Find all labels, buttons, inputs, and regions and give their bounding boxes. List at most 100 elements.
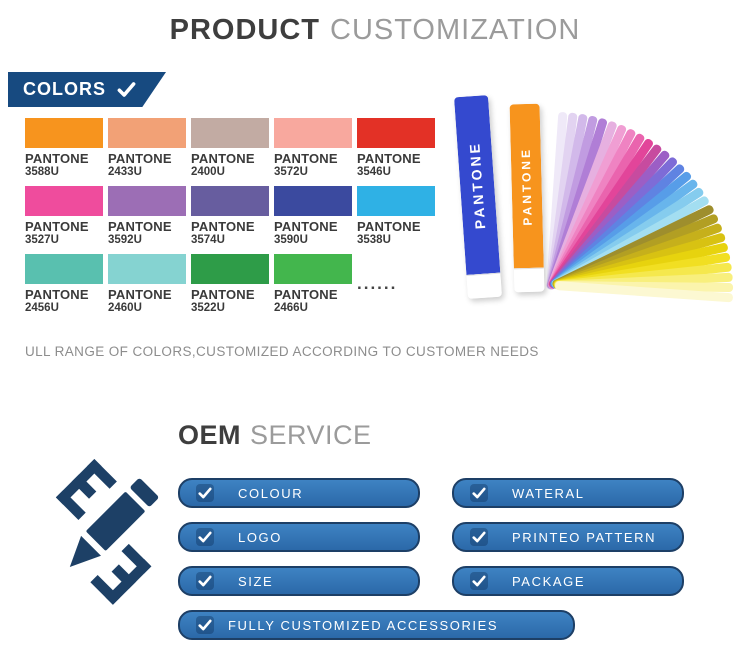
fan-spine-blue-pages (466, 272, 503, 299)
pencil-logo (20, 458, 170, 628)
oem-title-light: SERVICE (250, 420, 372, 450)
colors-caption: ULL RANGE OF COLORS,CUSTOMIZED ACCORDING… (25, 344, 539, 359)
pantone-swatch: PANTONE 3590U (274, 186, 352, 246)
pantone-label: PANTONE (357, 151, 421, 166)
pantone-swatch: PANTONE 2400U (191, 118, 269, 178)
color-chip (108, 118, 186, 148)
pantone-swatch: PANTONE 2433U (108, 118, 186, 178)
pantone-swatch: PANTONE 3522U (191, 254, 269, 314)
option-button-label: PACKAGE (512, 573, 586, 589)
color-chip (25, 118, 103, 148)
pantone-code: 2466U (274, 302, 308, 314)
check-icon (196, 484, 214, 502)
colors-badge-label: COLORS (23, 79, 107, 99)
check-icon (196, 528, 214, 546)
check-icon (470, 484, 488, 502)
page-title: PRODUCT CUSTOMIZATION (0, 14, 750, 47)
pantone-label: PANTONE (274, 287, 338, 302)
pantone-swatch: PANTONE 3572U (274, 118, 352, 178)
option-button-label: LOGO (238, 529, 282, 545)
pantone-code: 2400U (191, 166, 225, 178)
page-title-bold: PRODUCT (169, 14, 320, 46)
pantone-swatch-grid: PANTONE 3588U PANTONE 2433U PANTONE 2400… (25, 118, 435, 314)
oem-title: OEM SERVICE (178, 420, 372, 451)
oem-title-bold: OEM (178, 420, 242, 450)
pantone-label: PANTONE (25, 151, 89, 166)
option-button-printed-pattern[interactable]: PRINTEO PATTERN (452, 522, 684, 552)
check-icon (470, 572, 488, 590)
color-chip (25, 254, 103, 284)
pantone-code: 3572U (274, 166, 308, 178)
color-chip (274, 186, 352, 216)
color-chip (25, 186, 103, 216)
pantone-swatch: PANTONE 2460U (108, 254, 186, 314)
pantone-code: 3588U (25, 166, 59, 178)
pantone-label: PANTONE (274, 151, 338, 166)
pencil-icon (55, 458, 159, 605)
color-chip (274, 254, 352, 284)
check-icon (117, 82, 136, 97)
pantone-swatch: PANTONE 2466U (274, 254, 352, 314)
option-button-colour[interactable]: COLOUR (178, 478, 420, 508)
color-chip (191, 254, 269, 284)
pantone-label: PANTONE (108, 219, 172, 234)
fan-spine-orange: PANTONE (509, 103, 545, 293)
pantone-code: 3574U (191, 234, 225, 246)
pantone-label: PANTONE (25, 219, 89, 234)
option-button-package[interactable]: PACKAGE (452, 566, 684, 596)
fan-spine-orange-face: PANTONE (509, 103, 544, 269)
check-icon (196, 616, 214, 634)
color-chip (108, 186, 186, 216)
pantone-label: PANTONE (108, 151, 172, 166)
pantone-swatch: PANTONE 3574U (191, 186, 269, 246)
color-chip (108, 254, 186, 284)
pantone-code: 2456U (25, 302, 59, 314)
fan-strips (546, 112, 734, 303)
option-button-logo[interactable]: LOGO (178, 522, 420, 552)
colors-badge: COLORS (8, 72, 167, 107)
pantone-code: 3590U (274, 234, 308, 246)
option-button-label: FULLY CUSTOMIZED ACCESSORIES (228, 617, 499, 633)
pantone-code: 3546U (357, 166, 391, 178)
pantone-swatch: PANTONE 3546U (357, 118, 435, 178)
fan-spine-orange-pages (513, 267, 545, 293)
pantone-code: 3592U (108, 234, 142, 246)
pantone-swatch: PANTONE 3527U (25, 186, 103, 246)
pantone-code: 2460U (108, 302, 142, 314)
more-colors-dots: ...... (357, 274, 398, 293)
option-button-label: COLOUR (238, 485, 304, 501)
color-chip (357, 186, 435, 216)
pantone-code: 3522U (191, 302, 225, 314)
pantone-fan-deck: PANTONE PANTONE (453, 92, 750, 314)
page-title-light: CUSTOMIZATION (330, 14, 581, 46)
pantone-code: 2433U (108, 166, 142, 178)
fan-spine-blue-label: PANTONE (466, 140, 489, 230)
option-button-fully-customized-accessories[interactable]: FULLY CUSTOMIZED ACCESSORIES (178, 610, 575, 640)
pantone-code: 3527U (25, 234, 59, 246)
pantone-swatch: PANTONE 3588U (25, 118, 103, 178)
option-button-label: SIZE (238, 573, 274, 589)
fan-spine-orange-label: PANTONE (518, 146, 535, 226)
option-button-size[interactable]: SIZE (178, 566, 420, 596)
color-chip (191, 118, 269, 148)
option-button-material[interactable]: WATERAL (452, 478, 684, 508)
pantone-swatch: PANTONE 3592U (108, 186, 186, 246)
option-button-label: PRINTEO PATTERN (512, 529, 657, 545)
check-icon (470, 528, 488, 546)
pantone-label: PANTONE (191, 287, 255, 302)
color-chip (191, 186, 269, 216)
option-button-label: WATERAL (512, 485, 585, 501)
pantone-label: PANTONE (191, 219, 255, 234)
pantone-swatch: PANTONE 2456U (25, 254, 103, 314)
color-chip (357, 118, 435, 148)
pantone-label: PANTONE (191, 151, 255, 166)
pantone-label: PANTONE (357, 219, 421, 234)
pantone-label: PANTONE (25, 287, 89, 302)
pantone-label: PANTONE (108, 287, 172, 302)
check-icon (196, 572, 214, 590)
pantone-label: PANTONE (274, 219, 338, 234)
pantone-code: 3538U (357, 234, 391, 246)
pantone-swatch: PANTONE 3538U (357, 186, 435, 246)
color-chip (274, 118, 352, 148)
